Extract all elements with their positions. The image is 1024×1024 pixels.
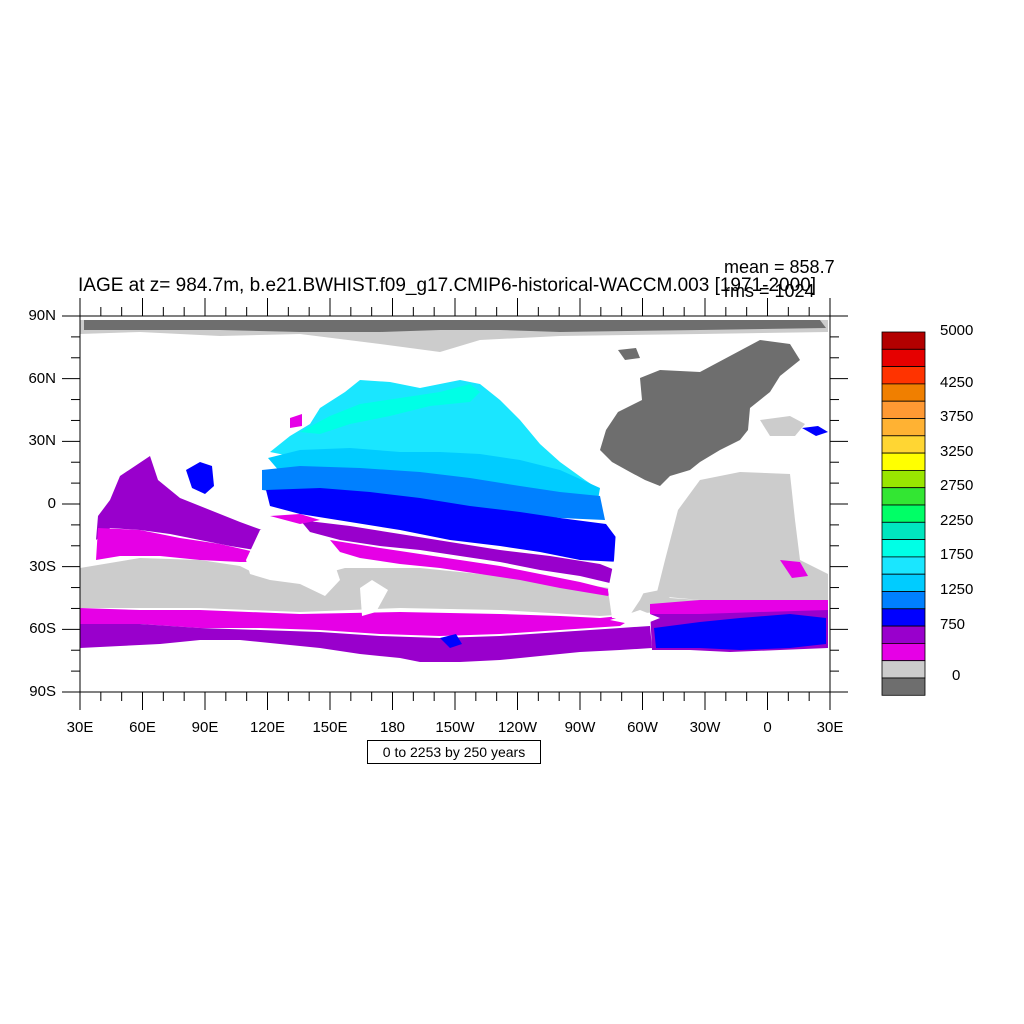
colorbar-label: 1250 [940, 581, 974, 598]
lat-tick-label: 60S [29, 620, 56, 638]
lon-tick-label: 60W [627, 719, 658, 736]
bay-of-bengal [186, 462, 214, 494]
colorbar-box [881, 625, 926, 644]
lon-tick-label: 30W [689, 719, 721, 736]
south-africa-c0 [780, 560, 808, 578]
colorbar-label: 2750 [940, 477, 974, 494]
colorbar-box [881, 435, 926, 454]
pacific-c6 [300, 384, 480, 434]
colorbar-label: 5000 [940, 322, 974, 339]
pacific-c1-rim [300, 520, 615, 584]
colorbar-box [881, 521, 926, 540]
land-central-america [570, 444, 612, 486]
indonesia-c0 [270, 514, 320, 524]
colorbar-box [881, 643, 926, 662]
colorbar-box [881, 366, 926, 385]
colorbar-label: 0 [952, 667, 961, 684]
dark-arctic-strip [84, 320, 826, 332]
colorbar-box [881, 418, 926, 437]
lon-tick-label: 30E [816, 719, 844, 736]
lat-tick-label: 30N [28, 432, 56, 450]
map-fill [80, 316, 830, 692]
contour-info-box: 0 to 2253 by 250 years [367, 740, 541, 764]
weddell-c0 [650, 600, 828, 614]
indian-c0-band [96, 528, 262, 562]
colorbar-box [881, 452, 926, 471]
ross-c2-spot [440, 634, 462, 648]
land-australia [246, 522, 340, 596]
colorbar-box [881, 539, 926, 558]
southern-c1 [80, 624, 652, 662]
pacific-c2 [266, 488, 620, 562]
lon-tick-label: 90E [191, 719, 219, 736]
pacific-c3 [262, 466, 605, 520]
lon-tick-label: 30E [66, 719, 94, 736]
mean-value: mean = 858.7 [724, 257, 835, 277]
southern-c0 [80, 608, 640, 636]
colorbar [881, 331, 926, 696]
colorbar-label: 4250 [940, 374, 974, 391]
arabian-c0 [290, 414, 302, 428]
land-south-america [606, 478, 665, 618]
colorbar-box [881, 677, 926, 696]
indian-c1 [96, 456, 280, 550]
plot-title: IAGE at z= 984.7m, b.e21.BWHIST.f09_g17.… [78, 275, 816, 296]
colorbar-label: 2250 [940, 512, 974, 529]
pacific-c0-rim [330, 540, 612, 596]
lon-tick-label: 120W [497, 719, 538, 736]
missing-southern-band [80, 558, 828, 616]
colorbar-label: 3250 [940, 443, 974, 460]
colorbar-box [881, 591, 926, 610]
lon-tick-label: 0 [763, 719, 772, 736]
lat-tick-label: 90S [29, 683, 56, 700]
dark-hudson [618, 348, 640, 360]
rms-value: rms = 1024 [724, 281, 815, 301]
land-new-zealand [360, 580, 388, 616]
land-antarctic-peninsula [610, 610, 660, 626]
lat-tick-label: 60N [28, 369, 56, 387]
missing-south-atlantic [656, 472, 828, 606]
colorbar-label: 750 [940, 616, 966, 633]
gulf-c2 [802, 426, 828, 436]
colorbar-box [881, 504, 926, 523]
colorbar-box [881, 573, 926, 592]
weddell-c2 [654, 614, 826, 650]
colorbar-box [881, 469, 926, 489]
lon-tick-label: 180 [379, 719, 406, 736]
colorbar-box [881, 383, 926, 402]
lon-tick-label: 150W [435, 719, 475, 736]
colorbar-box [881, 400, 926, 419]
colorbar-box [881, 660, 926, 679]
colorbar-box [881, 487, 926, 506]
colorbar-label: 1750 [940, 546, 974, 563]
map-frame [62, 298, 848, 710]
colorbar-box [881, 556, 926, 575]
missing-north-atlantic-patch [760, 416, 805, 436]
lon-tick-label: 90W [564, 719, 596, 736]
dark-north-atlantic [600, 340, 800, 486]
lat-tick-label: 30S [29, 557, 56, 575]
lat-tick-label: 0 [47, 495, 56, 512]
lon-tick-label: 120E [249, 719, 286, 736]
lon-tick-label: 60E [129, 719, 156, 736]
colorbar-box [881, 348, 926, 367]
lat-tick-label: 90N [28, 307, 56, 324]
lon-tick-label: 150E [312, 719, 348, 736]
colorbar-box [881, 331, 926, 350]
colorbar-label: 3750 [940, 408, 974, 425]
colorbar-box [881, 608, 926, 627]
